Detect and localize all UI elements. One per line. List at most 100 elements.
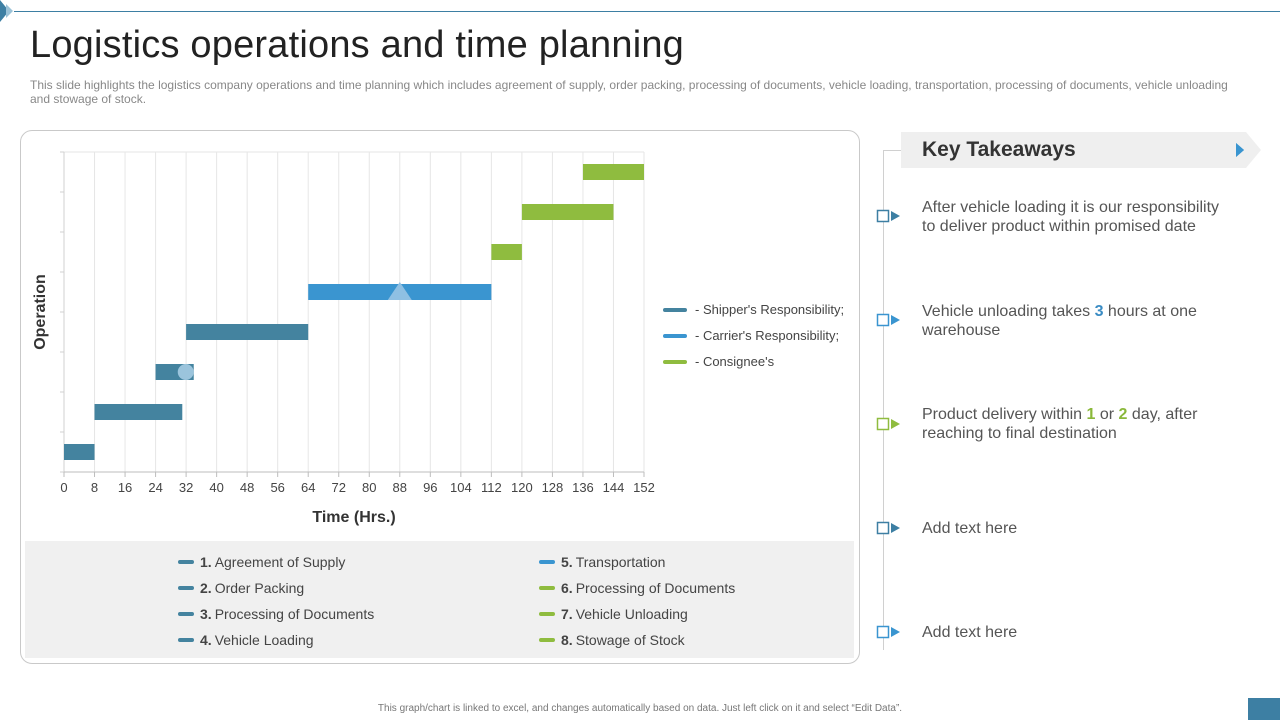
task-name: Processing of Documents	[214, 606, 375, 622]
takeaway-number: 1	[1086, 406, 1096, 423]
legend-carrier[interactable]: - Carrier's Responsibility;	[663, 328, 839, 343]
task-name: Processing of Documents	[575, 580, 736, 596]
task-swatch	[539, 612, 555, 617]
task-swatch	[178, 560, 194, 565]
bullet-arrow-icon	[876, 313, 900, 327]
takeaway-text: Add text here	[922, 624, 1018, 641]
legend-shipper[interactable]: - Shipper's Responsibility;	[663, 302, 844, 317]
x-tick-label: 48	[240, 480, 254, 495]
x-tick-label: 144	[603, 480, 625, 495]
takeaway-text: Vehicle unloading takes	[922, 303, 1095, 320]
x-tick-label: 88	[393, 480, 407, 495]
legend-consignee-swatch	[663, 359, 687, 364]
bullet-arrow-icon	[876, 209, 900, 223]
gantt-bar	[94, 404, 183, 420]
task-name: Transportation	[575, 554, 666, 570]
page-title: Logistics operations and time planning	[30, 24, 685, 66]
task-name: Agreement of Supply	[214, 554, 346, 570]
bar-end-marker	[177, 364, 194, 380]
legend-carrier-swatch	[663, 333, 687, 338]
task-legend: 1. Agreement of Supply 2. Order Packing 3.…	[25, 541, 854, 658]
task-number: 7.	[561, 606, 573, 622]
bar-triangle-marker	[387, 282, 412, 300]
corner-square	[1248, 698, 1280, 720]
gantt-bar	[186, 324, 309, 340]
takeaway-item-1: After vehicle loading it is our responsi…	[922, 198, 1232, 236]
takeaway-text: or	[1095, 406, 1119, 423]
x-tick-label: 136	[572, 480, 594, 495]
task-number: 3.	[200, 606, 212, 622]
gantt-bar	[64, 444, 95, 460]
takeaway-item-2: Vehicle unloading takes 3 hours at one w…	[922, 302, 1232, 340]
task-swatch	[539, 638, 555, 643]
task-swatch	[178, 612, 194, 617]
task-name: Vehicle Unloading	[575, 606, 688, 622]
bullet-arrow-icon	[876, 625, 900, 639]
task-legend-item[interactable]: 6. Processing of Documents	[539, 580, 735, 596]
takeaway-text: Product delivery within	[922, 406, 1087, 423]
task-swatch	[539, 586, 555, 591]
task-legend-item[interactable]: 8. Stowage of Stock	[539, 632, 685, 648]
task-number: 8.	[561, 632, 573, 648]
task-swatch	[178, 586, 194, 591]
x-tick-label: 120	[511, 480, 533, 495]
legend-consignee-label: - Consignee's	[695, 354, 775, 369]
legend-carrier-label: - Carrier's Responsibility;	[695, 328, 840, 343]
takeaway-text: hours at one warehouse	[922, 303, 1197, 339]
x-tick-label: 40	[209, 480, 223, 495]
task-swatch	[178, 638, 194, 643]
x-tick-label: 64	[301, 480, 315, 495]
task-legend-item[interactable]: 5. Transportation	[539, 554, 665, 570]
task-legend-item[interactable]: 4. Vehicle Loading	[178, 632, 314, 648]
takeaway-item-3: Product delivery within 1 or 2 day, afte…	[922, 405, 1232, 443]
corner-diamond-icon	[0, 0, 13, 22]
x-tick-label: 8	[91, 480, 98, 495]
gantt-bar	[582, 164, 644, 180]
takeaway-number: 2	[1118, 406, 1128, 423]
x-tick-label: 152	[633, 480, 655, 495]
page-subtitle: This slide highlights the logistics comp…	[30, 78, 1228, 106]
x-tick-label: 80	[362, 480, 376, 495]
x-tick-label: 32	[179, 480, 193, 495]
x-tick-label: 112	[481, 480, 502, 495]
task-number: 4.	[200, 632, 212, 648]
task-number: 5.	[561, 554, 573, 570]
legend-shipper-label: - Shipper's Responsibility;	[695, 302, 845, 317]
takeaway-text: After vehicle loading it is our responsi…	[922, 199, 1220, 235]
top-rule	[14, 11, 1280, 12]
gantt-chart[interactable]: 0 8 16 24 32 40 48 56 64 72 80 88 96 104 112 120 128 136 1…	[21, 131, 860, 664]
x-tick-label: 104	[450, 480, 472, 495]
task-number: 6.	[561, 580, 573, 596]
bullet-arrow-icon	[876, 417, 900, 431]
chart-panel[interactable]: 0 8 16 24 32 40 48 56 64 72 80 88 96 104 112 120 128 136 1…	[20, 130, 860, 664]
y-axis-title: Operation	[32, 274, 49, 350]
task-legend-item[interactable]: 2. Order Packing	[178, 580, 304, 596]
takeaway-item-5[interactable]: Add text here	[922, 623, 1232, 642]
task-legend-item[interactable]: 7. Vehicle Unloading	[539, 606, 688, 622]
x-tick-label: 16	[118, 480, 132, 495]
takeaways-timeline-cap	[883, 150, 901, 151]
takeaway-number: 3	[1094, 303, 1104, 320]
x-tick-label: 72	[332, 480, 346, 495]
task-swatch	[539, 560, 555, 565]
legend-consignee[interactable]: - Consignee's	[663, 354, 774, 369]
x-tick-label: 128	[542, 480, 564, 495]
x-tick-label: 24	[148, 480, 162, 495]
takeaway-item-4[interactable]: Add text here	[922, 519, 1232, 538]
key-takeaways-title: Key Takeaways	[922, 138, 1076, 161]
task-legend-item[interactable]: 1. Agreement of Supply	[178, 554, 345, 570]
task-name: Stowage of Stock	[575, 632, 685, 648]
task-legend-item[interactable]: 3. Processing of Documents	[178, 606, 374, 622]
takeaways-timeline	[883, 150, 884, 650]
task-number: 2.	[200, 580, 212, 596]
footer-note: This graph/chart is linked to excel, and…	[377, 703, 903, 714]
task-name: Vehicle Loading	[214, 632, 314, 648]
takeaway-text: day, after reaching to final destination	[922, 406, 1198, 442]
x-tick-label: 96	[423, 480, 437, 495]
task-number: 1.	[200, 554, 212, 570]
gantt-bar	[491, 244, 522, 260]
x-axis-title: Time (Hrs.)	[312, 509, 395, 526]
task-name: Order Packing	[214, 580, 305, 596]
legend-shipper-swatch	[663, 307, 687, 312]
gantt-bar	[521, 204, 614, 220]
